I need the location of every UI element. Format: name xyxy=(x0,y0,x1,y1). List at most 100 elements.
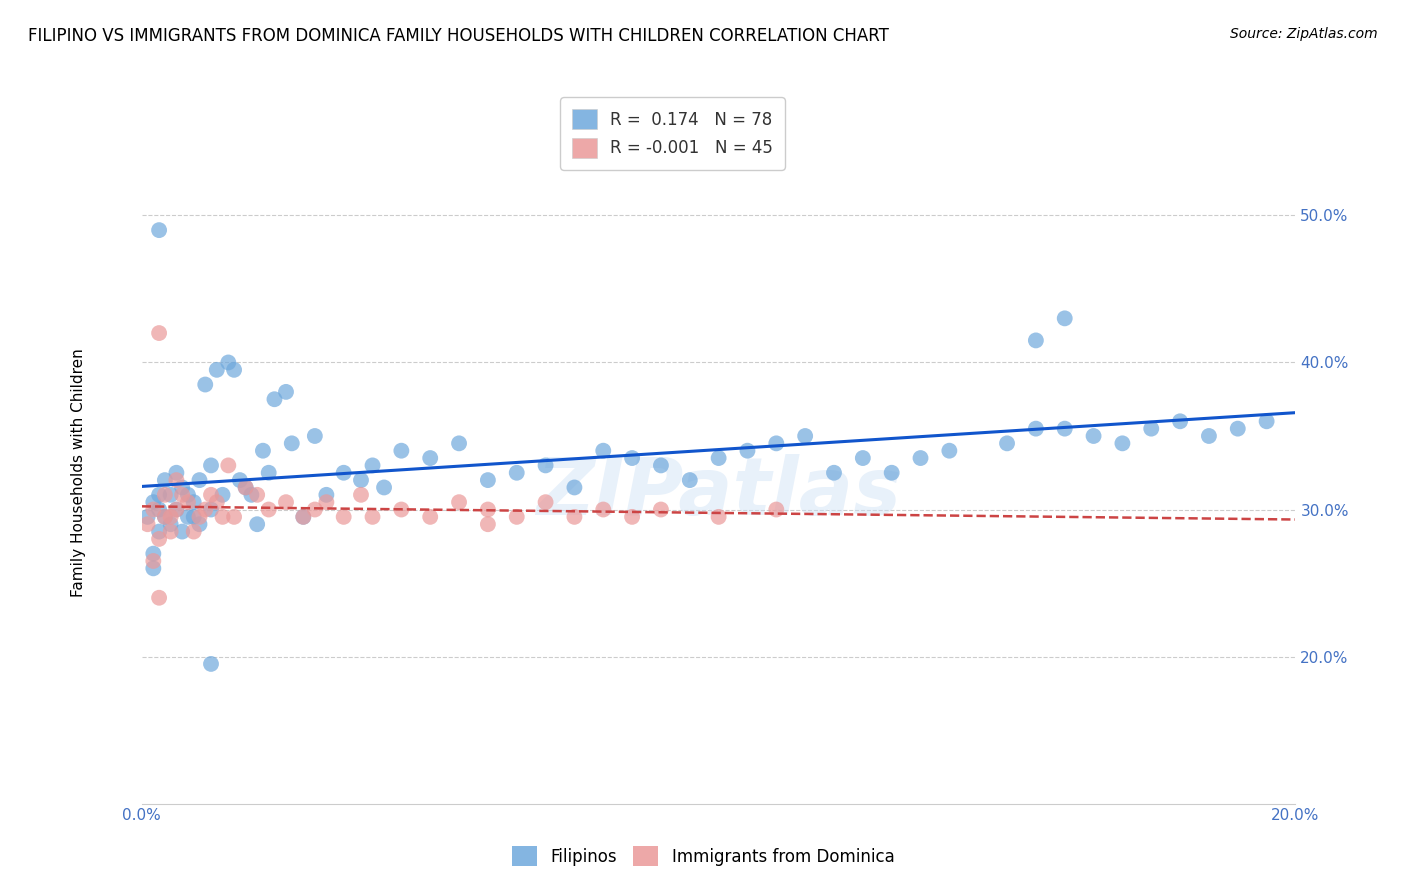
Point xyxy=(1256,414,1278,428)
Point xyxy=(257,466,280,480)
Point xyxy=(240,488,263,502)
Point xyxy=(332,466,354,480)
Point xyxy=(737,443,759,458)
Point xyxy=(332,509,354,524)
Point xyxy=(350,488,373,502)
Point xyxy=(1140,422,1163,436)
Point xyxy=(205,363,228,377)
Point xyxy=(1168,414,1191,428)
Point xyxy=(200,488,222,502)
Point xyxy=(159,517,181,532)
Point xyxy=(1053,422,1076,436)
Point xyxy=(159,524,181,539)
Point xyxy=(165,473,187,487)
Point xyxy=(281,436,304,450)
Point xyxy=(148,524,170,539)
Point xyxy=(194,377,217,392)
Point xyxy=(165,466,187,480)
Point xyxy=(389,443,412,458)
Point xyxy=(142,561,165,575)
Legend: R =  0.174   N = 78, R = -0.001   N = 45: R = 0.174 N = 78, R = -0.001 N = 45 xyxy=(560,97,785,169)
Point xyxy=(361,458,384,473)
Point xyxy=(263,392,285,407)
Point xyxy=(136,517,159,532)
Point xyxy=(292,509,315,524)
Point xyxy=(153,509,176,524)
Point xyxy=(650,458,672,473)
Point xyxy=(880,466,903,480)
Point xyxy=(188,509,211,524)
Y-axis label: Family Households with Children: Family Households with Children xyxy=(72,349,86,597)
Point xyxy=(995,436,1018,450)
Point xyxy=(506,466,529,480)
Point xyxy=(419,451,441,466)
Point xyxy=(794,429,817,443)
Point xyxy=(172,524,194,539)
Point xyxy=(153,473,176,487)
Point xyxy=(211,488,233,502)
Point xyxy=(506,509,529,524)
Point xyxy=(252,443,274,458)
Point xyxy=(765,436,787,450)
Point xyxy=(142,547,165,561)
Point xyxy=(1198,429,1220,443)
Point xyxy=(274,495,297,509)
Point xyxy=(142,554,165,568)
Point xyxy=(373,480,395,494)
Point xyxy=(477,502,499,516)
Point xyxy=(177,488,200,502)
Point xyxy=(315,495,337,509)
Point xyxy=(621,509,644,524)
Point xyxy=(222,363,245,377)
Point xyxy=(350,473,373,487)
Point xyxy=(389,502,412,516)
Point xyxy=(564,480,586,494)
Legend: Filipinos, Immigrants from Dominica: Filipinos, Immigrants from Dominica xyxy=(503,838,903,875)
Point xyxy=(246,517,269,532)
Point xyxy=(153,509,176,524)
Point xyxy=(142,502,165,516)
Point xyxy=(222,509,245,524)
Point xyxy=(229,473,252,487)
Point xyxy=(477,473,499,487)
Point xyxy=(183,509,205,524)
Point xyxy=(217,458,239,473)
Point xyxy=(257,502,280,516)
Point xyxy=(1226,422,1249,436)
Point xyxy=(148,223,170,237)
Point xyxy=(304,502,326,516)
Point xyxy=(211,509,233,524)
Point xyxy=(177,509,200,524)
Text: ZIPatlas: ZIPatlas xyxy=(536,454,901,532)
Point xyxy=(315,488,337,502)
Point xyxy=(136,509,159,524)
Point xyxy=(205,495,228,509)
Point xyxy=(1025,334,1047,348)
Point xyxy=(200,458,222,473)
Point xyxy=(159,488,181,502)
Point xyxy=(183,495,205,509)
Point xyxy=(1111,436,1133,450)
Point xyxy=(534,458,557,473)
Point xyxy=(477,517,499,532)
Text: FILIPINO VS IMMIGRANTS FROM DOMINICA FAMILY HOUSEHOLDS WITH CHILDREN CORRELATION: FILIPINO VS IMMIGRANTS FROM DOMINICA FAM… xyxy=(28,27,889,45)
Point xyxy=(707,451,730,466)
Point xyxy=(188,517,211,532)
Point xyxy=(148,326,170,340)
Point xyxy=(650,502,672,516)
Point xyxy=(235,480,257,494)
Point xyxy=(361,509,384,524)
Point xyxy=(246,488,269,502)
Point xyxy=(852,451,875,466)
Point xyxy=(447,436,470,450)
Point xyxy=(172,488,194,502)
Point xyxy=(194,502,217,516)
Point xyxy=(159,509,181,524)
Point xyxy=(148,591,170,605)
Point xyxy=(592,443,614,458)
Point xyxy=(200,502,222,516)
Point xyxy=(172,480,194,494)
Point xyxy=(183,524,205,539)
Point xyxy=(447,495,470,509)
Point xyxy=(910,451,932,466)
